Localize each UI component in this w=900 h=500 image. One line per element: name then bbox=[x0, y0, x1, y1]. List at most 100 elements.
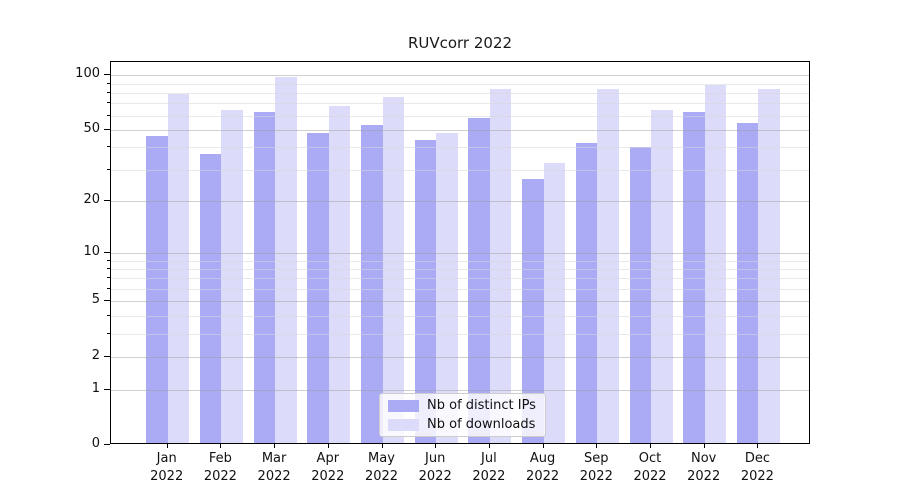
y-tick bbox=[104, 356, 110, 357]
x-tick-label: May 2022 bbox=[354, 450, 410, 486]
x-tick-year: 2022 bbox=[150, 469, 184, 484]
bar-distinct-ips bbox=[146, 136, 168, 443]
bar-distinct-ips bbox=[468, 117, 490, 443]
y-tick-minor bbox=[107, 91, 110, 93]
legend-swatch-downloads bbox=[388, 418, 419, 431]
y-tick-minor bbox=[107, 168, 110, 170]
x-tick bbox=[274, 444, 276, 448]
x-tick-label: Nov 2022 bbox=[676, 450, 732, 486]
bar-downloads bbox=[167, 93, 190, 443]
y-tick-minor bbox=[107, 102, 110, 104]
x-tick-label: Dec 2022 bbox=[729, 450, 785, 486]
bar-distinct-ips bbox=[522, 178, 544, 443]
bar-distinct-ips bbox=[736, 123, 759, 443]
y-tick-label: 20 bbox=[83, 192, 100, 207]
x-tick-label: Jul 2022 bbox=[461, 450, 517, 486]
x-tick-month: May bbox=[368, 451, 395, 466]
x-tick-label: Jun 2022 bbox=[407, 450, 463, 486]
y-tick-label: 5 bbox=[91, 292, 100, 308]
legend-swatch-distinct-ips bbox=[388, 399, 419, 412]
x-tick-year: 2022 bbox=[472, 469, 506, 484]
bar-downloads bbox=[489, 88, 512, 443]
bar-downloads bbox=[704, 85, 727, 443]
legend-label-distinct-ips: Nb of distinct IPs bbox=[427, 398, 536, 413]
legend: Nb of distinct IPs Nb of downloads bbox=[379, 393, 546, 437]
x-tick-year: 2022 bbox=[740, 469, 774, 484]
bar-downloads bbox=[382, 97, 404, 443]
bar-distinct-ips bbox=[683, 112, 705, 443]
x-tick-label: Feb 2022 bbox=[192, 450, 248, 486]
x-tick-year: 2022 bbox=[203, 469, 237, 484]
y-tick-minor bbox=[107, 146, 110, 148]
x-tick-year: 2022 bbox=[687, 469, 721, 484]
x-tick-label: Jan 2022 bbox=[139, 450, 195, 486]
bar-downloads bbox=[328, 106, 351, 443]
x-tick bbox=[435, 444, 437, 448]
y-tick-minor bbox=[107, 259, 110, 261]
x-tick-year: 2022 bbox=[418, 469, 452, 484]
x-tick bbox=[381, 444, 383, 448]
x-tick-month: Jul bbox=[481, 451, 497, 466]
y-tick-label: 10 bbox=[83, 243, 100, 259]
legend-label-downloads: Nb of downloads bbox=[427, 417, 536, 432]
x-tick-month: Jan bbox=[156, 451, 177, 466]
y-tick-label: 1 bbox=[91, 380, 100, 396]
bar-downloads bbox=[275, 77, 297, 443]
x-tick-label: Apr 2022 bbox=[300, 450, 356, 486]
bar-distinct-ips bbox=[307, 132, 329, 443]
x-tick-label: Oct 2022 bbox=[622, 450, 678, 486]
gridline-major bbox=[111, 75, 809, 77]
bar-distinct-ips bbox=[361, 124, 383, 443]
x-tick-label: Mar 2022 bbox=[246, 450, 302, 486]
bar-distinct-ips bbox=[414, 139, 437, 443]
bar-downloads bbox=[221, 109, 243, 443]
bar-downloads bbox=[543, 162, 566, 443]
bar-downloads bbox=[651, 109, 673, 443]
bar-distinct-ips bbox=[199, 153, 222, 443]
bar-distinct-ips bbox=[253, 112, 276, 443]
x-tick-month: Sep bbox=[584, 451, 609, 466]
x-tick-label: Sep 2022 bbox=[568, 450, 624, 486]
x-tick-month: Jun bbox=[425, 451, 446, 466]
x-tick bbox=[757, 444, 759, 448]
x-tick-year: 2022 bbox=[579, 469, 613, 484]
y-tick-minor bbox=[107, 288, 110, 290]
bar-downloads bbox=[436, 132, 458, 443]
x-tick bbox=[542, 444, 544, 448]
y-tick-minor bbox=[107, 315, 110, 316]
y-tick bbox=[104, 200, 110, 201]
legend-item-distinct-ips: Nb of distinct IPs bbox=[380, 398, 545, 413]
y-tick-minor bbox=[107, 114, 110, 116]
x-tick-year: 2022 bbox=[526, 469, 560, 484]
chart-title: RUVcorr 2022 bbox=[407, 34, 513, 52]
bar-downloads bbox=[758, 88, 780, 443]
bar-distinct-ips bbox=[629, 147, 651, 443]
x-tick bbox=[488, 444, 490, 448]
y-tick bbox=[104, 388, 110, 390]
y-tick bbox=[104, 251, 110, 253]
legend-item-downloads: Nb of downloads bbox=[380, 417, 545, 432]
y-tick-minor bbox=[107, 277, 110, 279]
x-tick-month: Nov bbox=[691, 451, 717, 466]
x-tick-year: 2022 bbox=[257, 469, 291, 484]
x-tick-label: Aug 2022 bbox=[515, 450, 571, 486]
x-tick-month: Dec bbox=[744, 451, 770, 466]
y-tick bbox=[104, 128, 110, 130]
y-tick-label: 2 bbox=[91, 348, 100, 363]
x-tick-month: Aug bbox=[529, 451, 556, 466]
x-tick bbox=[703, 444, 705, 448]
x-tick bbox=[327, 444, 329, 448]
y-tick bbox=[104, 74, 110, 76]
x-tick-month: Apr bbox=[316, 451, 340, 466]
y-tick bbox=[104, 444, 110, 445]
x-tick-year: 2022 bbox=[633, 469, 667, 484]
bar-distinct-ips bbox=[575, 143, 598, 443]
x-tick-month: Mar bbox=[261, 451, 287, 466]
y-tick-minor bbox=[107, 82, 110, 84]
x-tick bbox=[220, 444, 222, 448]
y-tick-minor bbox=[107, 267, 110, 269]
y-tick-label: 50 bbox=[83, 120, 100, 136]
y-tick-label: 100 bbox=[75, 66, 100, 82]
x-tick bbox=[596, 444, 598, 448]
